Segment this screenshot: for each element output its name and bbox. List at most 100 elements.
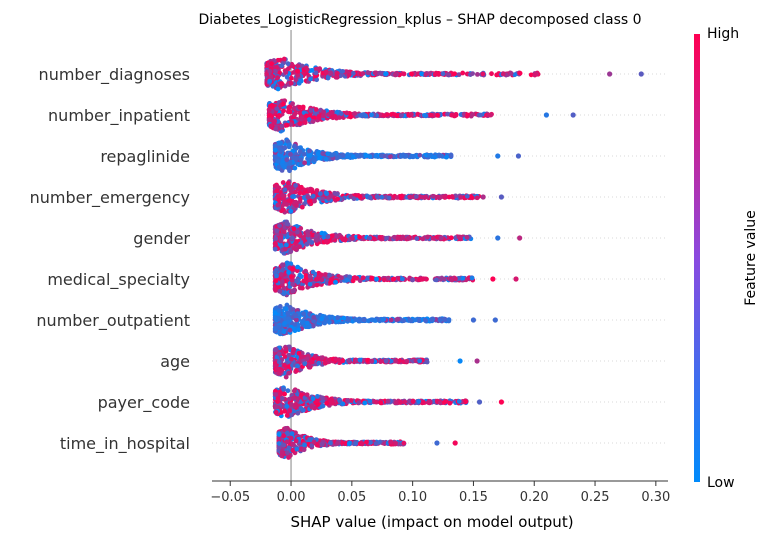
shap-point	[460, 70, 466, 76]
shap-point	[275, 193, 281, 199]
shap-point	[290, 235, 295, 241]
shap-point	[441, 400, 447, 405]
shap-point	[302, 361, 308, 367]
shap-point	[302, 120, 308, 125]
shap-point	[357, 278, 363, 284]
shap-point	[311, 314, 317, 320]
shap-point	[295, 363, 300, 369]
shap-point	[273, 126, 279, 132]
shap-point	[335, 196, 341, 202]
shap-point	[315, 356, 321, 361]
shap-point	[340, 401, 346, 407]
shap-point	[354, 152, 360, 158]
shap-point	[279, 395, 285, 401]
shap-point	[334, 155, 340, 161]
shap-outlier-point	[452, 440, 458, 446]
shap-point	[385, 276, 391, 281]
shap-point	[296, 327, 301, 333]
shap-point	[302, 160, 308, 166]
shap-point	[407, 194, 413, 200]
shap-point	[419, 276, 425, 282]
shap-point	[308, 198, 313, 204]
shap-point	[465, 112, 470, 118]
shap-point	[410, 277, 416, 283]
shap-point	[478, 112, 484, 118]
shap-point	[429, 317, 434, 323]
shap-point	[300, 320, 306, 326]
shap-point	[289, 356, 294, 362]
shap-point	[367, 235, 373, 241]
shap-point	[345, 398, 350, 404]
shap-point	[315, 276, 321, 282]
shap-point	[267, 68, 273, 74]
shap-point	[269, 61, 274, 67]
shap-point	[295, 229, 300, 235]
shap-point	[427, 398, 433, 404]
shap-point	[268, 74, 274, 80]
shap-point	[288, 151, 293, 157]
chart-title: Diabetes_LogisticRegression_kplus – SHAP…	[198, 12, 641, 28]
shap-point	[329, 397, 335, 403]
shap-point	[279, 123, 285, 129]
shap-point	[272, 143, 278, 149]
shap-point	[272, 153, 278, 159]
shap-point	[313, 70, 319, 76]
shap-point	[350, 235, 355, 241]
shap-point	[283, 346, 289, 352]
x-tick-label: 0.25	[581, 490, 610, 505]
shap-point	[301, 278, 307, 284]
shap-point	[309, 67, 315, 73]
shap-point	[452, 71, 458, 77]
shap-point	[419, 71, 425, 77]
shap-point	[285, 221, 291, 227]
shap-point	[291, 395, 297, 401]
shap-point	[432, 154, 438, 160]
shap-point	[399, 276, 405, 282]
shap-point	[292, 143, 297, 149]
shap-point	[268, 123, 274, 129]
shap-point	[323, 156, 329, 162]
shap-point	[417, 358, 423, 364]
shap-point	[334, 71, 340, 77]
shap-point	[405, 236, 411, 241]
shap-point	[309, 187, 315, 193]
shap-outlier-point	[638, 71, 644, 77]
shap-point	[350, 278, 356, 284]
shap-point	[297, 190, 303, 196]
shap-point	[439, 275, 445, 281]
shap-point	[426, 152, 432, 158]
shap-point	[323, 238, 329, 244]
shap-point	[378, 400, 384, 406]
feature-row: gender	[133, 219, 668, 256]
x-axis: −0.05 0.00 0.05 0.10 0.15 0.20 0.25 0.30	[210, 480, 670, 505]
shap-point	[297, 121, 303, 126]
shap-point	[314, 393, 320, 399]
shap-point	[285, 61, 291, 67]
shap-point	[293, 317, 299, 323]
shap-point	[299, 204, 305, 210]
shap-point	[280, 192, 286, 198]
feature-row: number_inpatient	[48, 98, 668, 134]
shap-point	[384, 112, 390, 118]
shap-point	[474, 72, 480, 77]
shap-point	[308, 76, 313, 82]
shap-point	[304, 320, 310, 326]
shap-point	[298, 354, 304, 359]
shap-point	[281, 164, 287, 170]
shap-point	[463, 399, 469, 405]
shap-point	[293, 402, 299, 407]
shap-point	[480, 71, 486, 77]
shap-point	[456, 72, 462, 78]
feature-label: medical_specialty	[47, 270, 190, 290]
shap-point	[301, 151, 307, 157]
shap-point	[449, 194, 455, 199]
shap-point	[284, 403, 290, 409]
shap-point	[286, 198, 292, 204]
shap-point	[274, 366, 280, 372]
shap-point	[344, 69, 349, 75]
shap-point	[328, 193, 334, 199]
shap-point	[401, 318, 407, 324]
shap-point	[288, 231, 294, 237]
shap-point	[408, 111, 414, 117]
